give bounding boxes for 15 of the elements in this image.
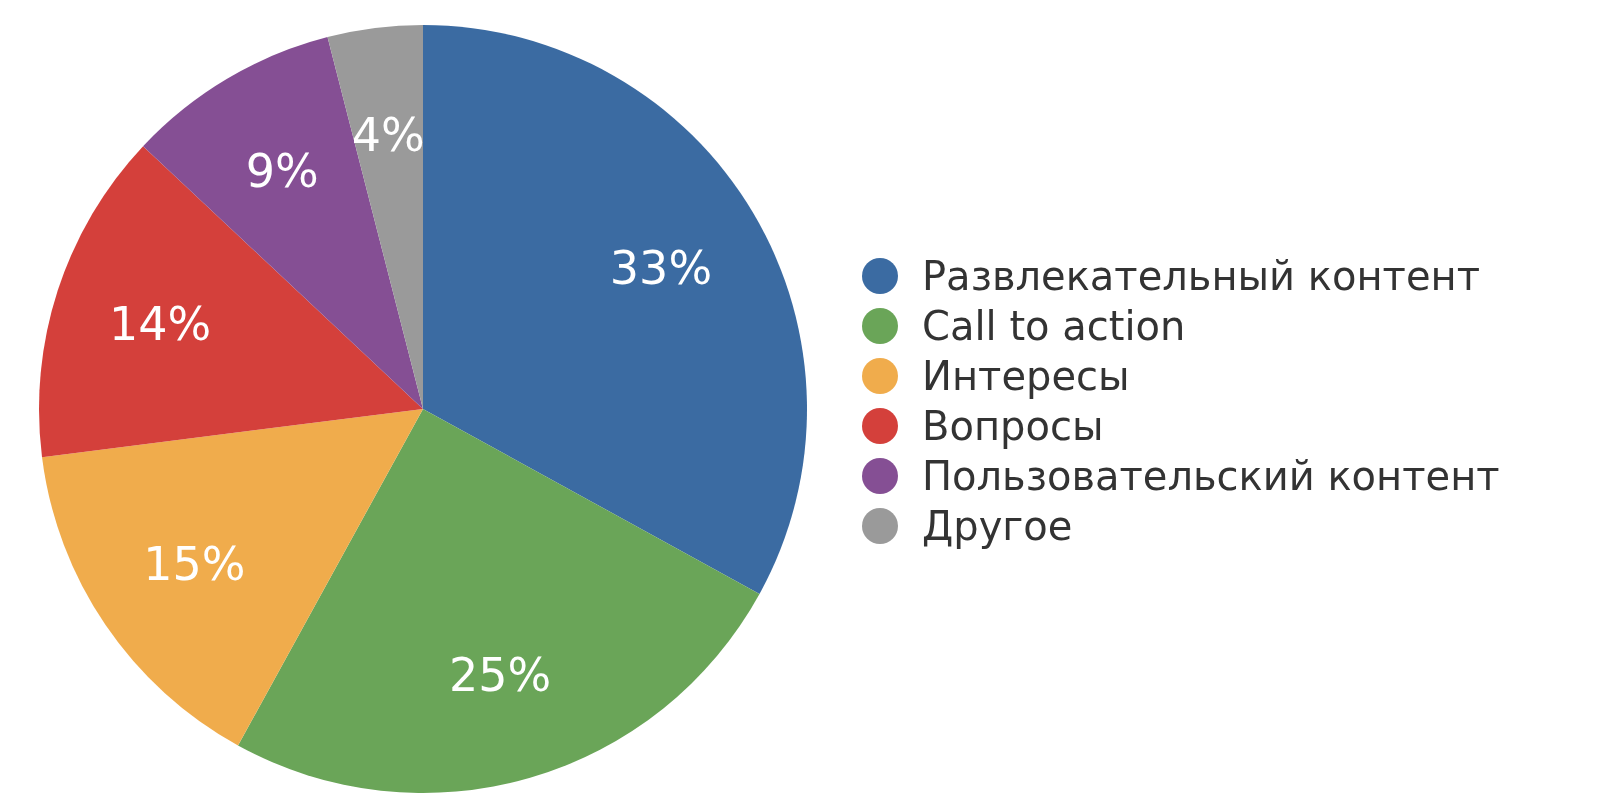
legend-label: Интересы: [922, 353, 1130, 399]
data-label: 15%: [143, 537, 246, 592]
data-label: 25%: [449, 647, 552, 702]
data-label: 9%: [245, 144, 319, 199]
pie-slice: [423, 25, 807, 594]
legend-label: Пользовательский контент: [922, 453, 1500, 499]
data-label: 4%: [351, 107, 425, 162]
legend-label: Другое: [922, 503, 1073, 549]
legend-label: Вопросы: [922, 403, 1104, 449]
data-label: 14%: [108, 296, 212, 351]
data-label: 33%: [609, 241, 713, 296]
legend-label: Развлекательный контент: [922, 253, 1480, 299]
legend-label: Call to action: [922, 303, 1186, 349]
pie-slice: [42, 409, 423, 746]
pie-slice: [327, 25, 423, 409]
